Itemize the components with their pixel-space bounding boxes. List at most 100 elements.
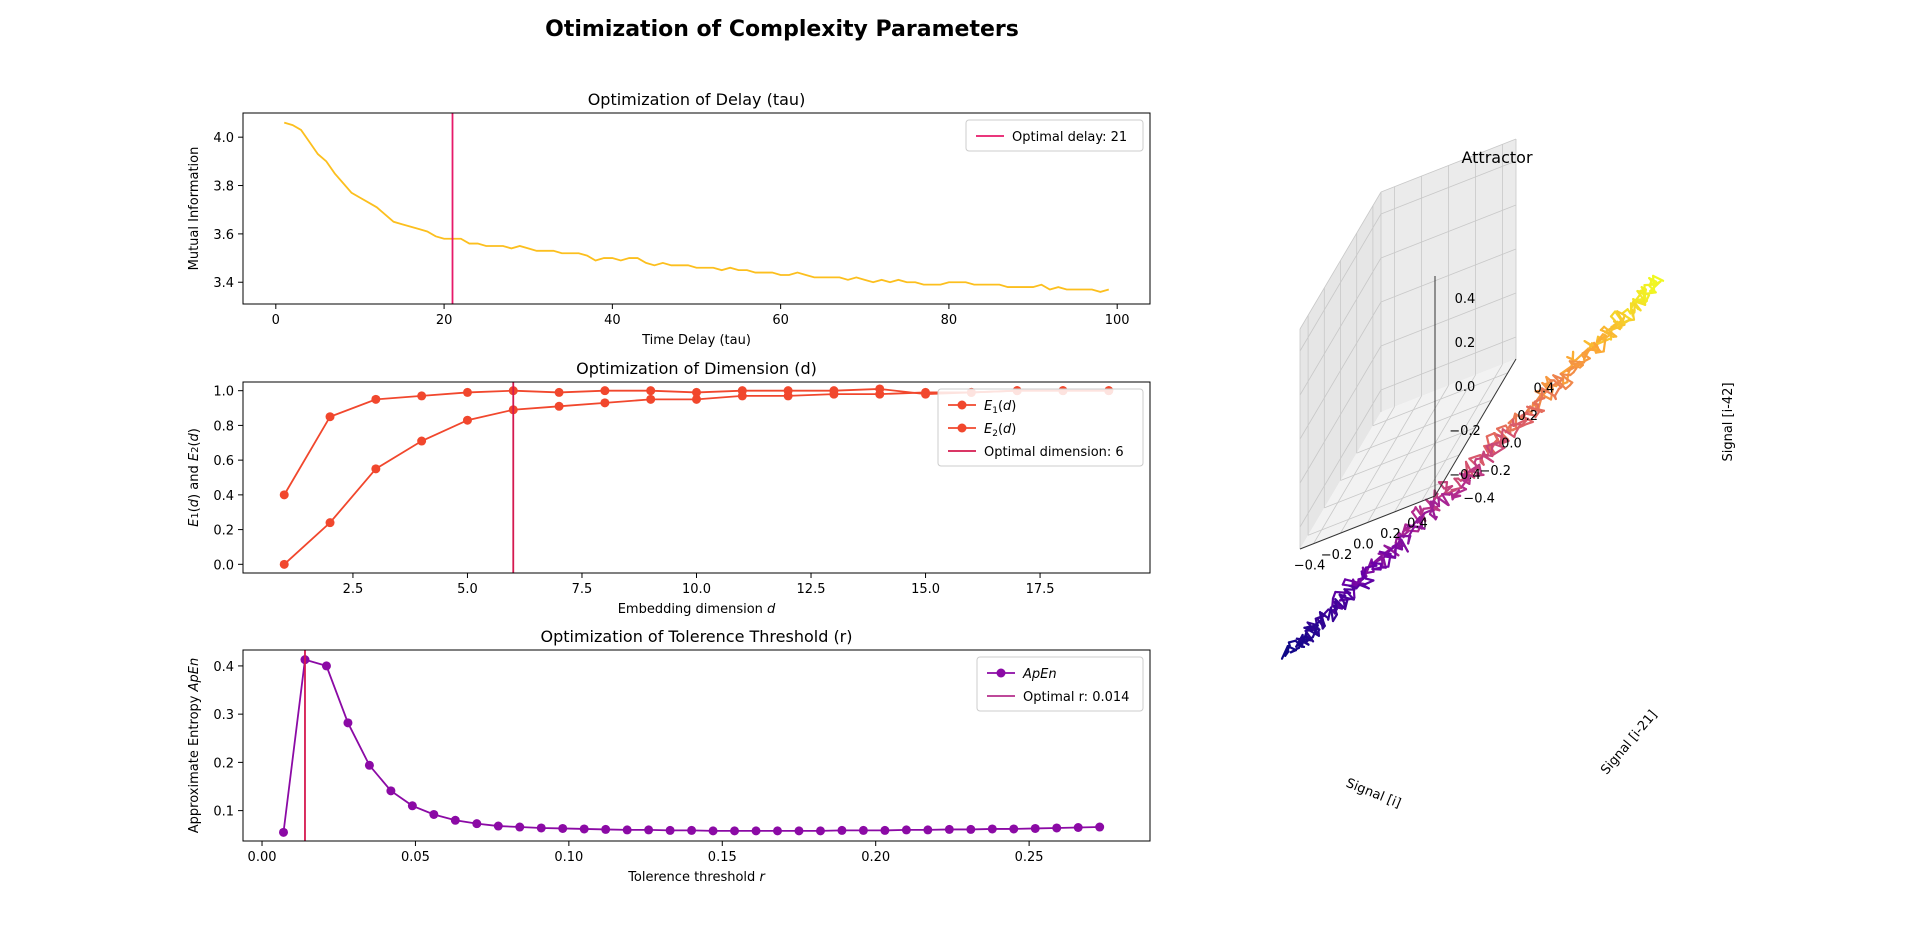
attractor-segment <box>1520 414 1534 423</box>
attractor-segment <box>1391 545 1404 551</box>
data-point <box>450 815 460 825</box>
attractor-segment <box>1401 523 1407 535</box>
grid-line <box>1313 406 1395 544</box>
legend-label-sub: 2 <box>992 429 998 439</box>
data-point <box>921 389 931 399</box>
data-point <box>730 826 740 836</box>
x-tick-label: 0.05 <box>401 850 430 865</box>
y-axis-label-part: ) <box>187 428 202 433</box>
legend-box <box>965 119 1144 152</box>
data-point <box>407 801 417 811</box>
x-tick-label: −0.4 <box>1294 559 1326 574</box>
data-point <box>687 825 697 835</box>
y-axis-label: Signal [i-21] <box>1598 708 1660 778</box>
data-point <box>837 825 847 835</box>
data-point <box>325 518 335 528</box>
figure-title: Otimization of Complexity Parameters <box>545 17 1019 42</box>
attractor-segment <box>1499 428 1504 445</box>
attractor-segment <box>1440 493 1450 507</box>
attractor-segment <box>1633 300 1646 306</box>
attractor-segment <box>1649 280 1662 293</box>
legend: ApEn Optimal r: 0.014 <box>976 656 1144 712</box>
attractor-segment <box>1321 618 1326 628</box>
grid-line <box>1356 399 1492 454</box>
data-point <box>371 394 381 404</box>
data-point <box>1009 824 1019 834</box>
x-tick-label: 0.00 <box>248 850 277 865</box>
data-point <box>858 825 868 835</box>
grid-line <box>1380 248 1517 303</box>
data-point <box>600 386 610 396</box>
plot-area <box>283 113 1110 304</box>
y-tick-label: 0.3 <box>213 708 234 723</box>
y-tick-label: 0.4 <box>1534 382 1555 397</box>
attractor-segment <box>1493 443 1506 449</box>
legend-marker <box>957 423 967 433</box>
z-tick-label: −0.2 <box>1449 424 1481 439</box>
data-point <box>622 825 632 835</box>
data-point <box>600 398 610 408</box>
data-point <box>417 436 427 446</box>
attractor-segment <box>1331 590 1337 600</box>
y-tick-label: 0.4 <box>213 489 234 504</box>
data-point <box>875 384 885 394</box>
attractor-segment <box>1534 410 1541 419</box>
attractor-segment <box>1651 274 1665 282</box>
data-point <box>515 822 525 832</box>
grid-line <box>1299 213 1382 352</box>
attractor-segment <box>1347 584 1358 590</box>
data-point <box>472 819 482 829</box>
plot-area <box>279 650 1105 841</box>
data-point <box>364 760 374 770</box>
attractor-segment <box>1490 442 1494 454</box>
grid-line <box>1299 191 1382 330</box>
data-point <box>646 394 656 404</box>
legend-label-close: ) <box>1011 399 1016 414</box>
attractor-segment <box>1612 320 1622 326</box>
grid-line <box>1299 257 1382 396</box>
data-point <box>601 824 611 834</box>
attractor-segment <box>1342 601 1347 611</box>
attractor-segment <box>1574 357 1591 368</box>
attractor-segment <box>1450 486 1463 492</box>
legend-marker <box>957 400 967 410</box>
attractor-segment <box>1367 554 1383 569</box>
attractor-segment <box>1610 323 1626 331</box>
attractor-segment <box>1636 290 1647 304</box>
y-axis-label-part: 2 <box>190 447 201 453</box>
y-tick-label: 3.6 <box>213 228 234 243</box>
x-tick-label: 0.20 <box>861 850 890 865</box>
y-axis-label-part: ) and <box>187 461 202 499</box>
data-point <box>987 824 997 834</box>
plot-frame <box>242 649 1151 842</box>
attractor-segment <box>1362 579 1375 587</box>
data-point <box>386 786 396 796</box>
legend-label-suffix: ( <box>998 399 1003 414</box>
plot-frame <box>242 112 1151 305</box>
legend: Optimal delay: 21 <box>965 119 1144 152</box>
attractor-3d-chart: −0.4−0.4−0.4−0.2−0.2−0.20.00.00.00.20.20… <box>1280 138 1736 812</box>
attractor-curve <box>1280 274 1665 660</box>
legend-label: Optimal r: 0.014 <box>1023 690 1129 705</box>
attractor-segment <box>1596 333 1605 343</box>
grid-line <box>1299 301 1382 440</box>
legend-box <box>937 388 1144 467</box>
x-tick-label: 12.5 <box>797 582 826 597</box>
y-tick-label: 0.8 <box>213 419 234 434</box>
grid-line <box>1380 138 1517 193</box>
attractor-segment <box>1540 387 1556 397</box>
y-axis-label-part: ( <box>187 507 202 512</box>
attractor-segment <box>1651 274 1656 294</box>
x-tick-label: 40 <box>604 313 621 328</box>
x-axis-label: Tolerence threshold r <box>627 870 766 885</box>
x-axis-label: Embedding dimension d <box>618 602 776 617</box>
attractor-segment <box>1495 424 1507 430</box>
attractor-segment <box>1428 500 1436 516</box>
attractor-segment <box>1499 439 1510 445</box>
series-line-1 <box>283 121 1110 293</box>
plot-frame <box>242 381 1151 574</box>
attractor-segment <box>1411 516 1421 528</box>
x-tick-label: 0 <box>272 313 280 328</box>
attractor-segment <box>1371 565 1390 571</box>
y-axis-label-part: 1 <box>190 512 201 518</box>
